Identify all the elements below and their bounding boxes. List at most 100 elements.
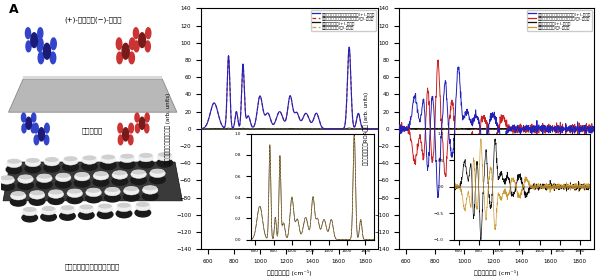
Ellipse shape	[41, 207, 56, 215]
Ellipse shape	[37, 174, 52, 183]
Ellipse shape	[29, 197, 45, 205]
シリカ原板での(ー)-酒石酸	[346, 126, 353, 130]
シリコンナノディスクアレイでの(ー)-酒石酸	[300, 114, 307, 118]
シリカ原板での(ー)-酒石酸	[350, 127, 357, 130]
シリカ原板での(ー)-酒石酸	[332, 127, 339, 130]
Ellipse shape	[138, 160, 154, 168]
Ellipse shape	[83, 155, 96, 160]
Ellipse shape	[134, 41, 139, 52]
Ellipse shape	[104, 194, 120, 202]
Ellipse shape	[67, 189, 83, 198]
Text: シリカ基板: シリカ基板	[82, 127, 103, 134]
Ellipse shape	[118, 135, 123, 145]
Text: 拡大: 拡大	[302, 139, 310, 145]
シリカ原板での(ー)-酒石酸	[374, 127, 382, 130]
Ellipse shape	[130, 38, 135, 50]
Ellipse shape	[157, 159, 173, 167]
Ellipse shape	[22, 124, 26, 133]
Ellipse shape	[82, 156, 97, 164]
Ellipse shape	[146, 28, 151, 39]
Ellipse shape	[56, 173, 70, 178]
シリコンナノディスクアレイでの(+)-酒石酸	[197, 127, 205, 130]
シリカ原板での(+)-酒石酸	[197, 127, 205, 130]
シリコンナノディスクアレイでの(+)-酒石酸	[310, 117, 317, 120]
Ellipse shape	[74, 173, 90, 181]
Ellipse shape	[32, 113, 36, 122]
Ellipse shape	[118, 123, 122, 133]
Ellipse shape	[139, 153, 153, 158]
Ellipse shape	[150, 175, 165, 184]
Ellipse shape	[145, 124, 149, 133]
シリコンナノディスクアレイでの(+)-酒石酸	[346, 45, 353, 49]
シリカ原板での(ー)-酒石酸	[300, 127, 307, 130]
シリカ原板での(+)-酒石酸	[332, 127, 339, 130]
シリコンナノディスクアレイでの(ー)-酒石酸	[346, 46, 353, 49]
Ellipse shape	[68, 189, 82, 194]
Ellipse shape	[117, 52, 122, 64]
Ellipse shape	[38, 52, 44, 64]
Ellipse shape	[135, 209, 151, 217]
Ellipse shape	[150, 169, 165, 178]
Ellipse shape	[22, 214, 38, 222]
Ellipse shape	[0, 182, 14, 190]
Ellipse shape	[44, 164, 59, 172]
シリカ原板での(+)-酒石酸	[350, 127, 357, 130]
Ellipse shape	[23, 207, 37, 212]
Ellipse shape	[122, 43, 129, 59]
Ellipse shape	[38, 28, 43, 39]
Ellipse shape	[63, 163, 79, 171]
Ellipse shape	[100, 155, 116, 163]
シリカ原板での(+)-酒石酸	[310, 127, 317, 130]
Ellipse shape	[128, 135, 133, 145]
Ellipse shape	[59, 206, 75, 214]
Ellipse shape	[143, 185, 157, 190]
Ellipse shape	[43, 43, 50, 59]
Ellipse shape	[142, 186, 158, 194]
シリカ原板での(ー)-酒石酸	[197, 127, 205, 130]
Line: シリカ原板での(+)-酒石酸: シリカ原板での(+)-酒石酸	[201, 128, 378, 129]
Ellipse shape	[124, 186, 138, 191]
Ellipse shape	[67, 195, 83, 204]
X-axis label: ラマンシフト (cm⁻¹): ラマンシフト (cm⁻¹)	[267, 270, 312, 276]
X-axis label: ラマンシフト (cm⁻¹): ラマンシフト (cm⁻¹)	[474, 270, 519, 276]
シリカ原板での(+)-酒石酸	[346, 126, 353, 130]
Ellipse shape	[116, 38, 122, 50]
Ellipse shape	[138, 153, 154, 162]
Ellipse shape	[31, 33, 37, 48]
Ellipse shape	[18, 175, 34, 183]
Ellipse shape	[119, 154, 135, 163]
Ellipse shape	[139, 117, 145, 129]
Ellipse shape	[42, 206, 55, 211]
Ellipse shape	[132, 170, 145, 175]
シリカ原板での(ー)-酒石酸	[310, 127, 317, 130]
Text: 拡大: 拡大	[481, 139, 488, 145]
Ellipse shape	[136, 202, 150, 207]
Ellipse shape	[37, 180, 52, 189]
シリコンナノディスクアレイでの(+)-酒石酸	[208, 105, 215, 109]
Ellipse shape	[124, 193, 139, 201]
Ellipse shape	[6, 165, 22, 174]
Ellipse shape	[113, 170, 127, 175]
Ellipse shape	[116, 209, 132, 218]
Ellipse shape	[139, 33, 145, 48]
Ellipse shape	[116, 203, 132, 212]
Ellipse shape	[48, 190, 64, 198]
Ellipse shape	[26, 117, 31, 129]
Ellipse shape	[0, 176, 14, 184]
シリカ原板での(+)-酒石酸	[374, 127, 382, 130]
シリコンナノディスクアレイでの(ー)-酒石酸	[350, 124, 357, 127]
Ellipse shape	[74, 179, 90, 187]
Text: シリコンナノディスクアレイ: シリコンナノディスクアレイ	[65, 263, 121, 270]
Ellipse shape	[135, 113, 139, 122]
Ellipse shape	[158, 152, 172, 157]
Polygon shape	[3, 162, 182, 201]
Ellipse shape	[151, 169, 164, 174]
Ellipse shape	[97, 204, 113, 212]
Ellipse shape	[98, 204, 112, 209]
Ellipse shape	[22, 113, 26, 122]
Ellipse shape	[38, 174, 51, 179]
Ellipse shape	[19, 175, 32, 179]
Ellipse shape	[157, 153, 173, 161]
シリコンナノディスクアレイでの(+)-酒石酸	[332, 127, 339, 130]
Ellipse shape	[55, 173, 71, 182]
